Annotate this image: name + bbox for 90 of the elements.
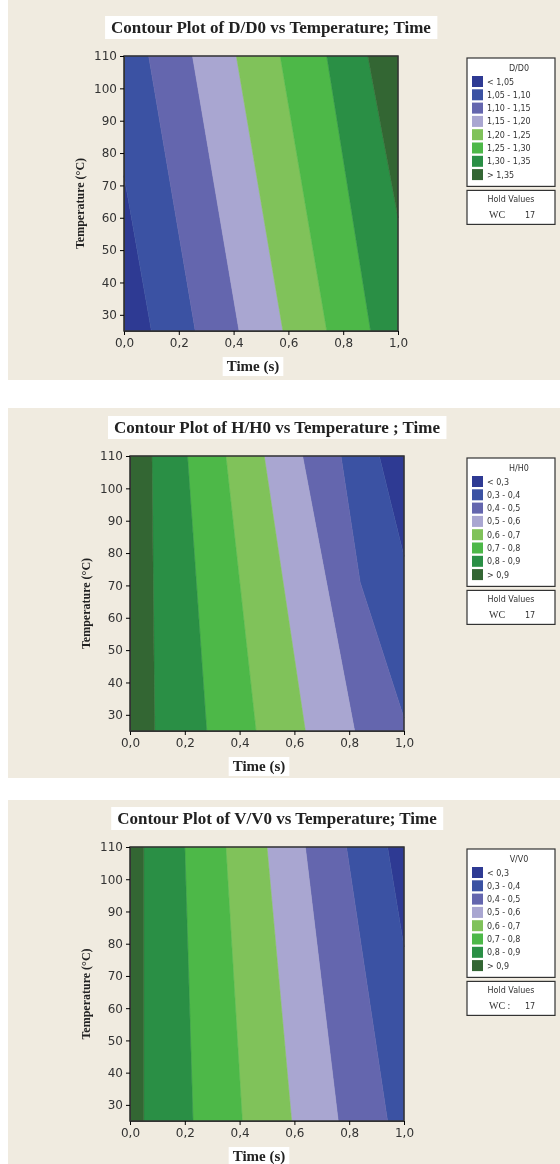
x-tick-label: 0,8 <box>340 735 360 750</box>
legend-label: > 0,9 <box>487 961 509 971</box>
y-tick-label: 90 <box>101 114 117 129</box>
legend-label: 0,7 - 0,8 <box>487 544 521 553</box>
x-tick-label: 1,0 <box>394 735 415 750</box>
y-tick-label: 70 <box>101 178 117 193</box>
text: WC <box>489 209 506 221</box>
x-tick-label: 0,8 <box>340 1125 360 1140</box>
text: 17 <box>525 1002 536 1012</box>
x-tick-label: 0,4 <box>230 1125 250 1140</box>
y-tick-label: 90 <box>107 904 123 919</box>
x-tick-label: 0,2 <box>169 335 189 350</box>
legend-label: < 1,05 <box>487 77 515 87</box>
legend-label: > 0,9 <box>487 570 509 580</box>
y-tick-label: 110 <box>94 49 117 64</box>
legend-label: < 0,3 <box>487 477 509 487</box>
y-tick-label: 30 <box>101 308 117 323</box>
y-tick-label: 60 <box>101 211 117 226</box>
legend-label: < 0,3 <box>487 868 509 878</box>
legend-label: 0,3 - 0,4 <box>487 490 521 500</box>
legend-label: > 1,35 <box>487 170 515 180</box>
y-tick-label: 110 <box>100 449 123 464</box>
y-axis-title: Temperature (°C) <box>79 948 93 1040</box>
chart-title: Contour Plot of V/V0 vs Temperature; Time <box>117 809 438 828</box>
text: Hold Values <box>487 195 535 205</box>
y-tick-label: 40 <box>101 275 117 290</box>
y-tick-label: 100 <box>100 872 123 887</box>
y-tick-label: 50 <box>107 643 123 658</box>
text: 17 <box>525 611 536 621</box>
y-tick-label: 60 <box>107 1001 123 1016</box>
y-tick-label: 30 <box>107 708 123 723</box>
x-tick-label: 0,0 <box>114 335 135 350</box>
legend-label: 0,6 - 0,7 <box>487 921 521 931</box>
y-axis-title: Temperature (°C) <box>79 557 93 650</box>
y-tick-label: 80 <box>107 546 123 561</box>
y-tick-label: 100 <box>94 81 117 96</box>
x-tick-label: 0,6 <box>279 335 299 350</box>
chart-title: Contour Plot of H/H0 vs Temperature ; Time <box>114 418 441 437</box>
legend-label: 1,05 - 1,10 <box>487 90 531 100</box>
y-tick-label: 110 <box>100 840 123 855</box>
y-tick-label: 80 <box>107 937 123 952</box>
y-tick-label: 90 <box>107 514 123 529</box>
x-tick-label: 0,0 <box>120 735 141 750</box>
y-tick-label: 100 <box>100 481 123 496</box>
legend-label: 0,5 - 0,6 <box>487 517 521 527</box>
x-tick-label: 0,8 <box>334 335 354 350</box>
text: 17 <box>525 211 536 221</box>
legend-label: 0,6 - 0,7 <box>487 530 521 540</box>
x-tick-label: 1,0 <box>388 335 409 350</box>
x-tick-label: 1,0 <box>394 1125 415 1140</box>
x-tick-label: 0,2 <box>175 1125 195 1140</box>
legend-label: 0,7 - 0,8 <box>487 935 521 944</box>
y-tick-label: 80 <box>101 146 117 161</box>
legend-label: 1,25 - 1,30 <box>487 144 531 153</box>
y-axis-title: Temperature (°C) <box>73 157 87 250</box>
text: WC <box>489 609 506 621</box>
legend-label: 1,30 - 1,35 <box>487 157 531 167</box>
legend-label: 0,3 - 0,4 <box>487 881 521 891</box>
legend-label: 1,10 - 1,15 <box>487 104 531 114</box>
y-tick-label: 40 <box>107 675 123 690</box>
y-tick-label: 30 <box>107 1098 123 1113</box>
legend-title: V/V0 <box>509 855 529 864</box>
y-tick-label: 70 <box>107 969 123 984</box>
x-axis-title: Time (s) <box>232 1148 286 1164</box>
y-tick-label: 50 <box>101 243 117 258</box>
legend-label: 0,8 - 0,9 <box>487 557 521 567</box>
text: Hold Values <box>487 986 535 996</box>
legend-label: 0,4 - 0,5 <box>487 895 521 905</box>
x-tick-label: 0,2 <box>175 735 195 750</box>
text: Hold Values <box>487 595 535 605</box>
legend-label: 0,4 - 0,5 <box>487 504 521 514</box>
y-tick-label: 50 <box>107 1033 123 1048</box>
x-tick-label: 0,6 <box>285 1125 305 1140</box>
y-tick-label: 60 <box>107 611 123 626</box>
x-tick-label: 0,0 <box>120 1125 141 1140</box>
x-axis-title: Time (s) <box>226 358 280 375</box>
x-tick-label: 0,4 <box>224 335 244 350</box>
x-axis-title: Time (s) <box>232 758 286 775</box>
legend-label: 1,15 - 1,20 <box>487 117 531 127</box>
legend-title: H/H0 <box>509 464 529 473</box>
legend-label: 0,8 - 0,9 <box>487 948 521 958</box>
y-tick-label: 70 <box>107 578 123 593</box>
x-tick-label: 0,6 <box>285 735 305 750</box>
legend-label: 1,20 - 1,25 <box>487 130 531 140</box>
legend-label: 0,5 - 0,6 <box>487 908 521 918</box>
legend-title: D/D0 <box>508 64 530 73</box>
x-tick-label: 0,4 <box>230 735 250 750</box>
text: WC : <box>489 1000 511 1012</box>
y-tick-label: 40 <box>107 1065 123 1080</box>
chart-title: Contour Plot of D/D0 vs Temperature; Time <box>111 18 432 37</box>
